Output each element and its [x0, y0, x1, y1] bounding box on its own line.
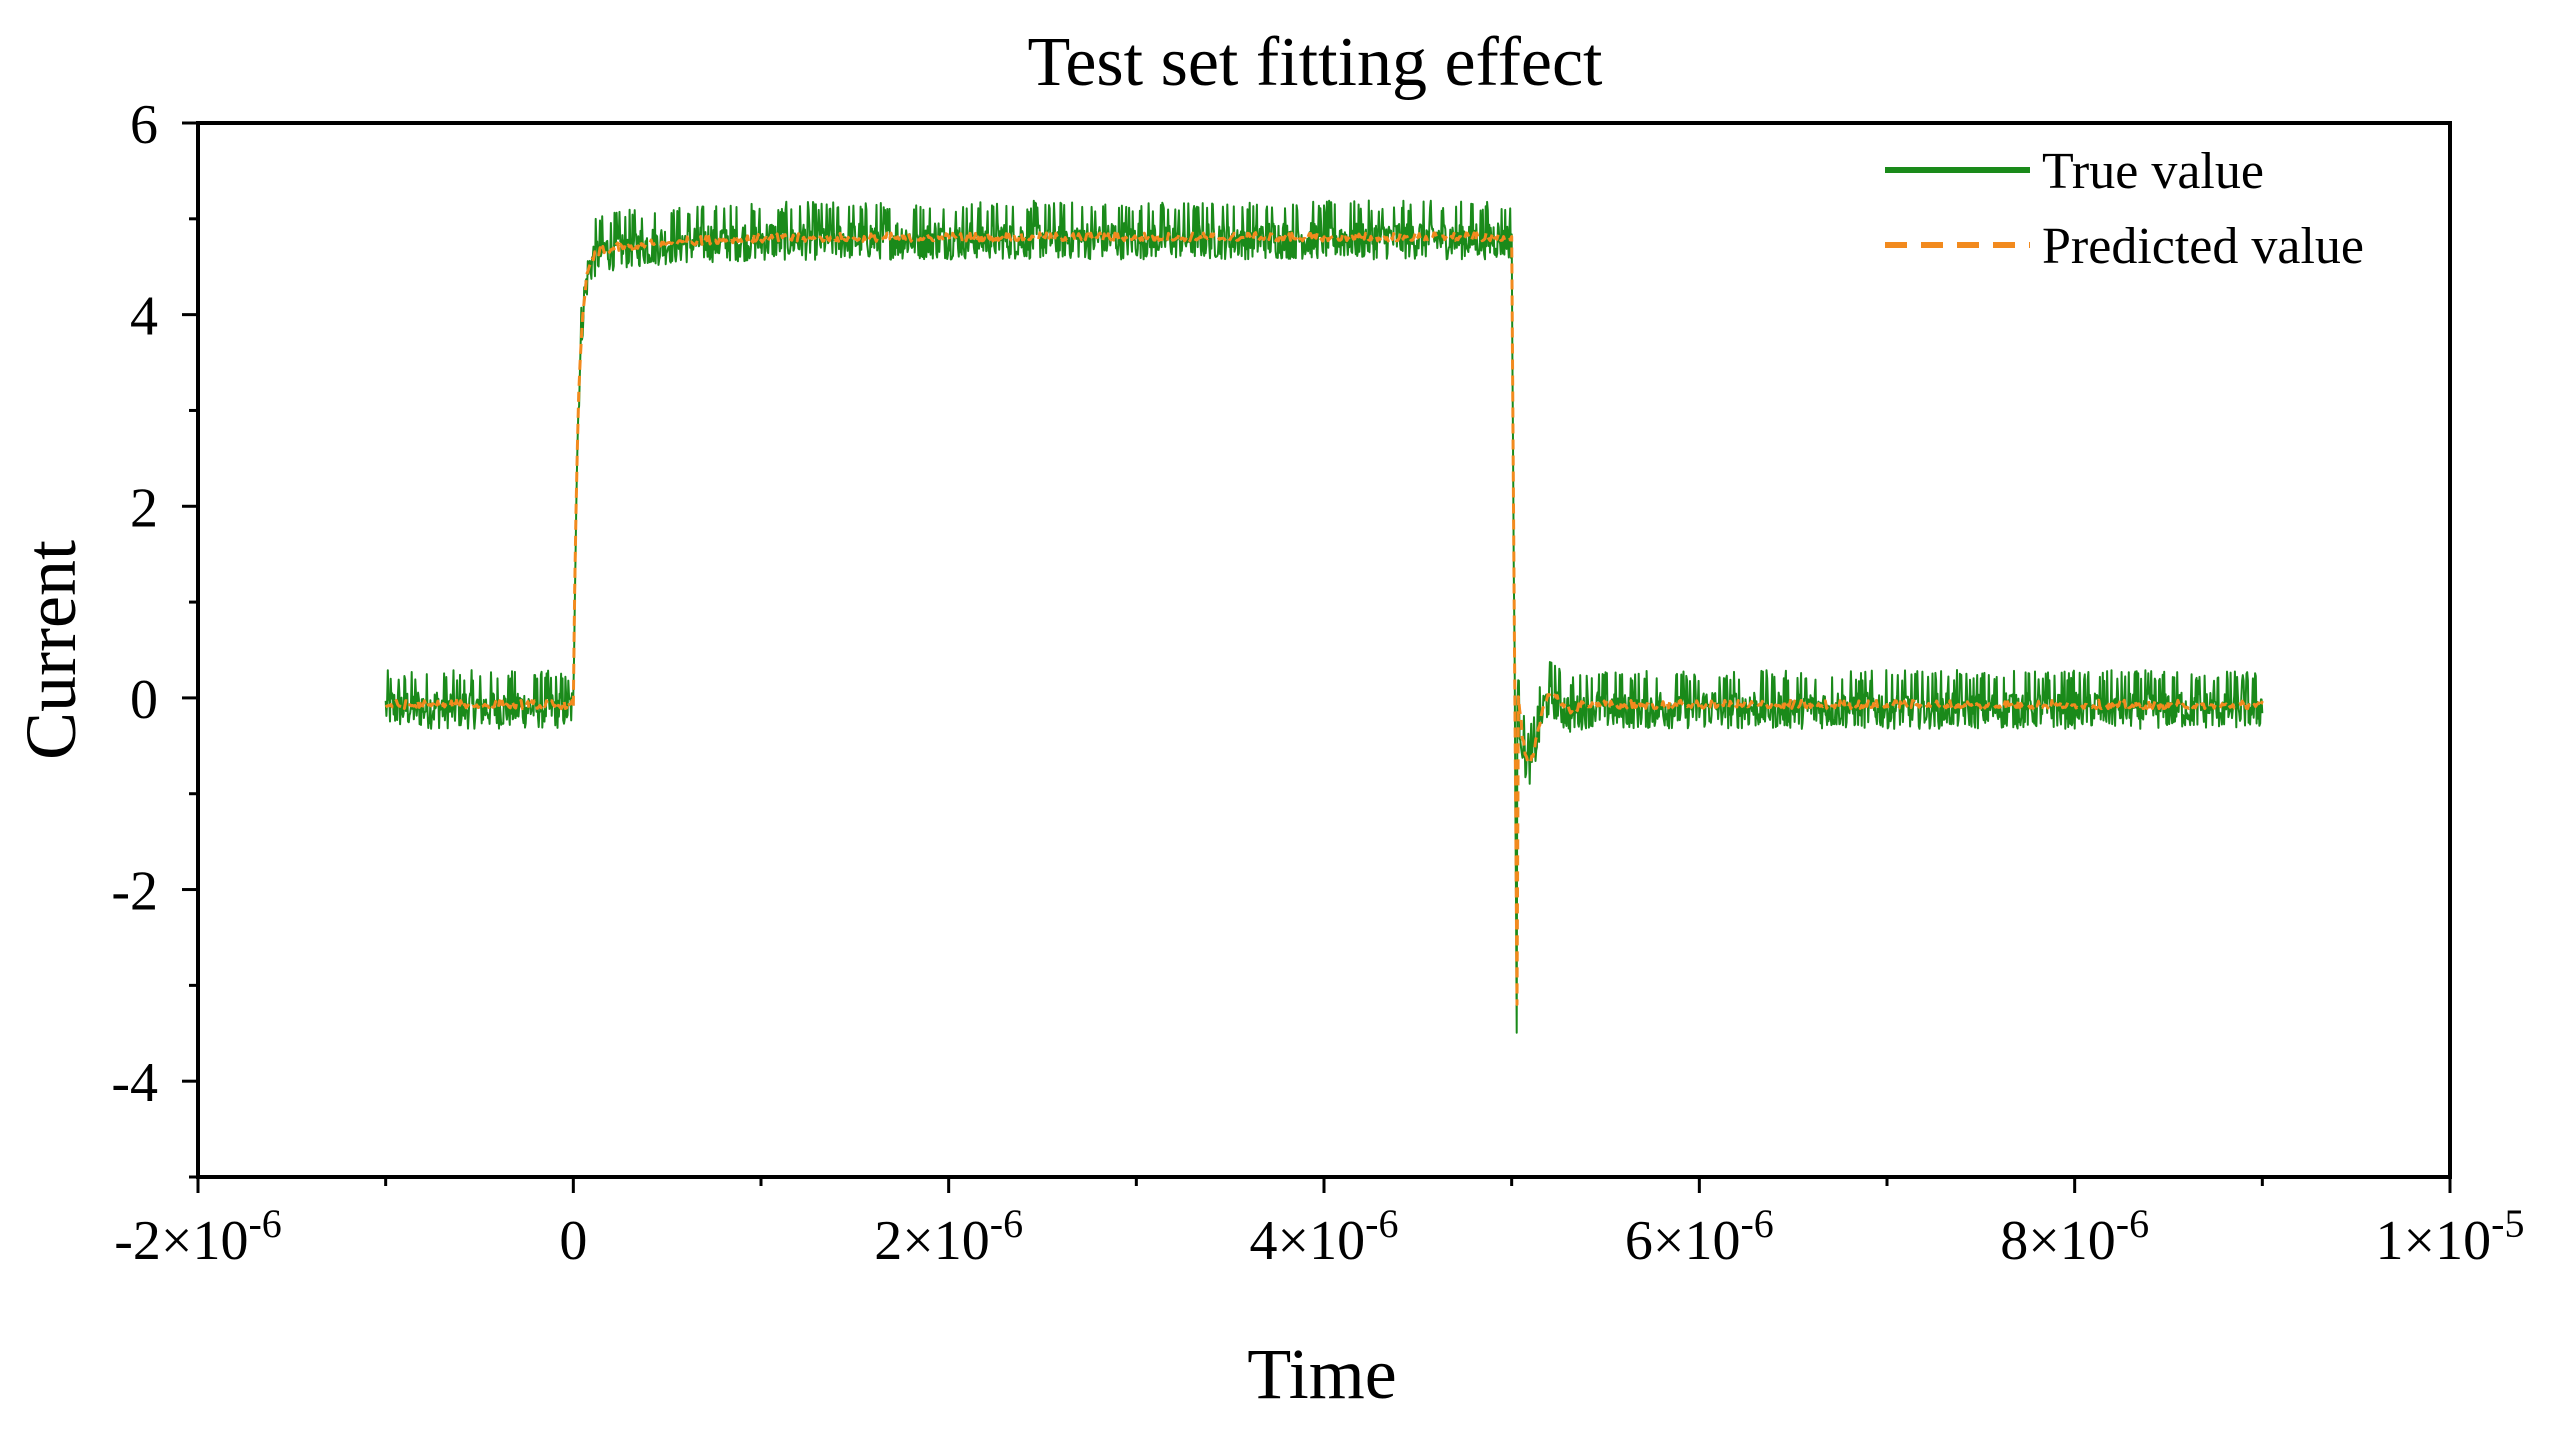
legend-label-true-value: True value: [2042, 143, 2264, 200]
series-line-true-value: [384, 199, 2264, 1034]
chart-title: Test set fitting effect: [1027, 24, 1603, 101]
series-layer: [384, 199, 2264, 1034]
x-tick-label: 8×10-6: [2000, 1201, 2149, 1272]
x-tick-label: 0: [559, 1210, 587, 1272]
plot-area-frame: [196, 121, 2452, 1179]
x-tick-label: 6×10-6: [1625, 1201, 1774, 1272]
x-tick-label: 4×10-6: [1250, 1201, 1399, 1272]
y-tick-label: 6: [130, 94, 158, 156]
y-axis-label: Current: [11, 540, 91, 760]
series-line-predicted-value: [384, 231, 2264, 1006]
y-tick-label: -4: [111, 1052, 158, 1114]
x-axis-label: Time: [1247, 1334, 1396, 1414]
x-axis: -2×10-6 0 2×10-6 4×10-6 6×10-6 8×10-6 1×10-5: [114, 1177, 2524, 1272]
y-tick-label: 0: [130, 669, 158, 731]
x-tick-label: -2×10-6: [114, 1201, 282, 1272]
y-axis: -4 -2 0 2 4 6: [111, 94, 198, 1179]
x-tick-label: 1×10-5: [2376, 1201, 2525, 1272]
x-tick-label: 2×10-6: [874, 1201, 1023, 1272]
y-tick-label: 4: [130, 286, 158, 348]
legend: True value Predicted value: [1885, 143, 2364, 275]
y-tick-label: -2: [111, 861, 158, 923]
y-tick-label: 2: [130, 477, 158, 539]
legend-label-predicted-value: Predicted value: [2042, 218, 2364, 275]
